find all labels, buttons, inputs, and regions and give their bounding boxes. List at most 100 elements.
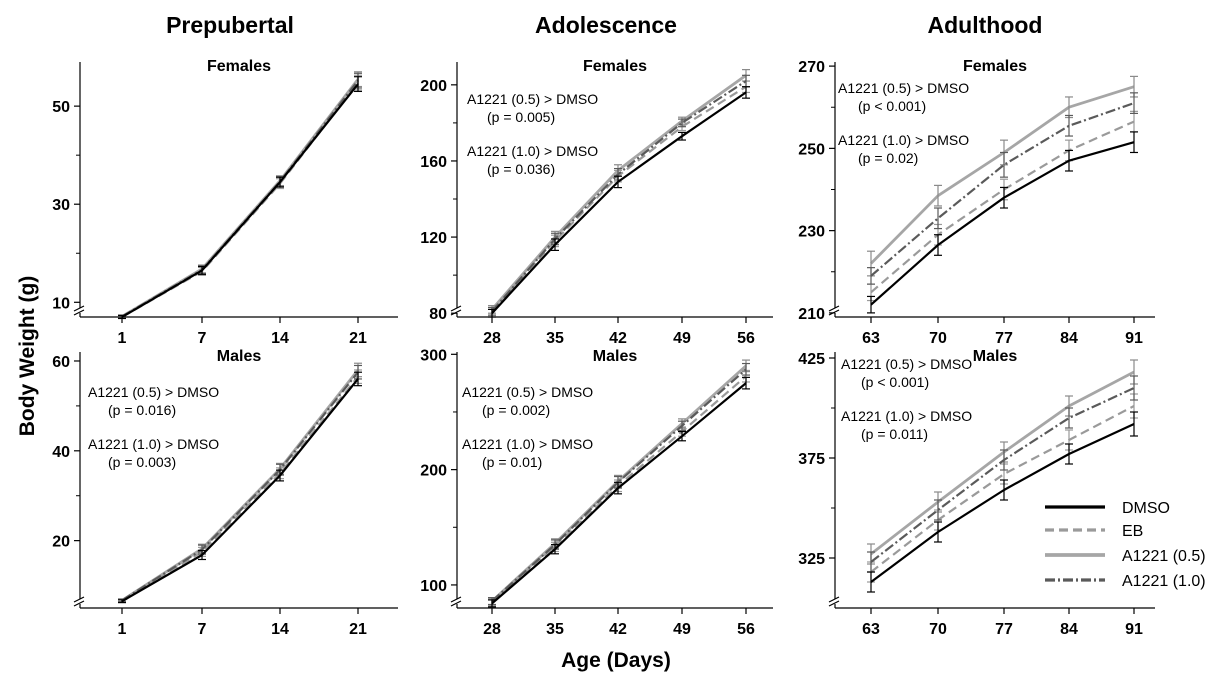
- y-tick-label: 10: [52, 295, 70, 312]
- x-tick-label: 56: [737, 621, 755, 638]
- axis-break-mark: [450, 309, 462, 316]
- series-dmso: [488, 376, 750, 608]
- annotation-text: (p = 0.036): [487, 161, 555, 177]
- y-axis-title: Body Weight (g): [16, 276, 39, 437]
- x-tick-label: 42: [609, 330, 627, 347]
- axis-break-gap: [74, 599, 86, 604]
- annotation-text: (p = 0.005): [487, 109, 555, 125]
- axis-break-gap: [829, 599, 841, 604]
- annotation-text: (p = 0.002): [482, 402, 550, 418]
- legend-item: DMSO: [1045, 500, 1170, 517]
- series-dmso: [488, 86, 750, 318]
- axis-break-mark: [828, 596, 840, 603]
- y-tick-label: 300: [420, 347, 447, 364]
- annotation-text: (p = 0.003): [108, 454, 176, 470]
- column-title-adulthood: Adulthood: [928, 12, 1043, 38]
- annotation-text: A1221 (0.5) > DMSO: [462, 384, 593, 400]
- series-dmso: [118, 76, 362, 320]
- annotation-text: A1221 (0.5) > DMSO: [467, 91, 598, 107]
- annotation-text: (p < 0.001): [861, 374, 929, 390]
- y-tick-label: 120: [420, 230, 447, 247]
- panel-title: Females: [207, 58, 271, 75]
- x-tick-label: 91: [1125, 330, 1143, 347]
- axis-break-mark: [73, 600, 85, 607]
- series-line: [121, 378, 359, 603]
- annotation-text: A1221 (1.0) > DMSO: [88, 436, 219, 452]
- x-tick-label: 28: [483, 621, 501, 638]
- annotation-text: A1221 (1.0) > DMSO: [838, 132, 969, 148]
- series-line: [121, 78, 360, 318]
- axis-break-mark: [450, 596, 462, 603]
- x-tick-label: 1: [118, 621, 127, 638]
- series-line: [121, 81, 359, 318]
- series-dmso: [118, 371, 362, 604]
- axis-break-mark: [73, 309, 85, 316]
- y-tick-label: 80: [429, 306, 447, 323]
- series-line: [870, 405, 1135, 573]
- series-a1221-1-0: [118, 72, 362, 319]
- series-line: [491, 91, 747, 314]
- x-tick-label: 63: [862, 330, 880, 347]
- legend: DMSO EB A1221 (0.5) A1221 (1.0): [1045, 500, 1206, 590]
- x-tick-label: 35: [546, 621, 564, 638]
- y-tick-label: 210: [798, 306, 825, 323]
- y-tick-label: 250: [798, 141, 825, 158]
- x-tick-label: 28: [483, 330, 501, 347]
- annotation-text: A1221 (0.5) > DMSO: [841, 356, 972, 372]
- series-a1221-1-0: [867, 375, 1138, 573]
- axis-break-mark: [828, 305, 840, 312]
- series-line: [121, 376, 359, 602]
- x-tick-label: 7: [198, 330, 207, 347]
- axis-break-gap: [829, 308, 841, 313]
- legend-label: EB: [1122, 523, 1143, 540]
- x-tick-label: 14: [271, 330, 289, 347]
- axis-break-gap: [451, 599, 463, 604]
- y-tick-label: 425: [798, 351, 825, 368]
- series-eb: [118, 74, 362, 320]
- x-tick-label: 35: [546, 330, 564, 347]
- x-tick-label: 84: [1060, 330, 1078, 347]
- series-dmso: [867, 411, 1138, 593]
- annotation-text: (p = 0.02): [858, 150, 918, 166]
- panel-females-adolescence: 80 120 160 200 28 35 42 49 56 Females A1221 (0.5) …: [420, 58, 773, 347]
- x-tick-label: 63: [862, 621, 880, 638]
- annotation-text: A1221 (0.5) > DMSO: [88, 384, 219, 400]
- annotation-text: (p = 0.01): [482, 454, 542, 470]
- y-tick-label: 200: [420, 463, 447, 480]
- y-tick-label: 325: [798, 551, 825, 568]
- axis-break-mark: [73, 305, 85, 312]
- series-line: [491, 368, 747, 602]
- y-tick-label: 160: [420, 154, 447, 171]
- annotation-text: (p = 0.011): [861, 426, 928, 442]
- x-tick-label: 21: [349, 621, 367, 638]
- legend-label: A1221 (1.0): [1122, 573, 1206, 590]
- x-tick-label: 70: [929, 621, 947, 638]
- x-axis-title: Age (Days): [561, 649, 671, 672]
- y-tick-label: 30: [52, 197, 70, 214]
- x-tick-label: 42: [609, 621, 627, 638]
- legend-item: A1221 (0.5): [1045, 548, 1206, 565]
- panel-females-adulthood: 210 230 250 270 63 70 77 84 91 Females A1221 (0.5)…: [798, 58, 1155, 347]
- annotation-text: (p < 0.001): [858, 98, 926, 114]
- axis-break-mark: [828, 600, 840, 607]
- axis-break-gap: [451, 308, 463, 313]
- panel-females-prepubertal: 10 30 50 1 7 14 21 Females: [52, 58, 398, 347]
- annotation-text: A1221 (1.0) > DMSO: [467, 143, 598, 159]
- annotation-text: (p = 0.016): [108, 402, 176, 418]
- panel-title: Males: [973, 348, 1018, 365]
- column-title-adolescence: Adolescence: [535, 12, 677, 38]
- y-tick-label: 60: [52, 354, 70, 371]
- column-title-prepubertal: Prepubertal: [166, 12, 294, 38]
- x-tick-label: 70: [929, 330, 947, 347]
- x-tick-label: 21: [349, 330, 367, 347]
- series-dmso: [867, 131, 1138, 314]
- x-tick-label: 1: [118, 330, 127, 347]
- y-tick-label: 20: [52, 534, 70, 551]
- series-a1221-0-5: [118, 71, 362, 319]
- series-a1221-1-0: [867, 92, 1138, 285]
- legend-label: DMSO: [1122, 500, 1170, 517]
- y-tick-label: 40: [52, 444, 70, 461]
